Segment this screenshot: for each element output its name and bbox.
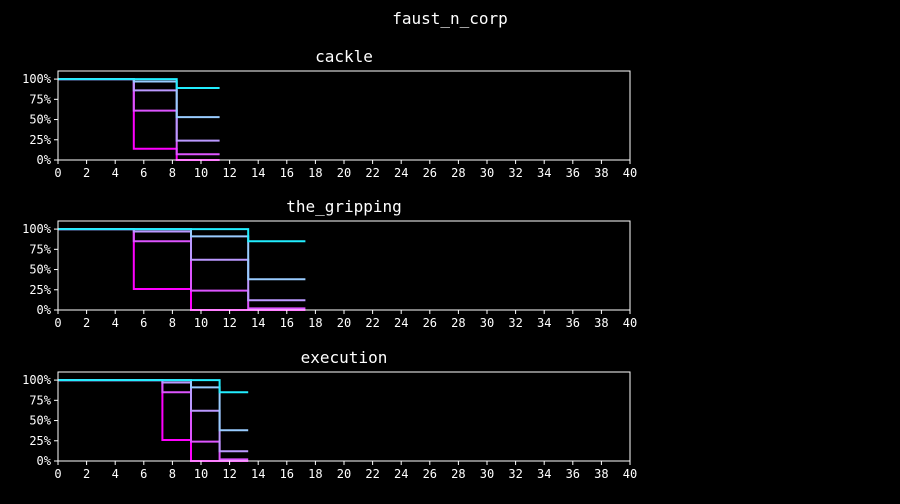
- y-tick-label: 25%: [29, 283, 51, 297]
- x-tick-label: 18: [308, 166, 322, 180]
- x-tick-label: 30: [480, 166, 494, 180]
- x-tick-label: 32: [508, 316, 522, 330]
- x-tick-label: 14: [251, 316, 265, 330]
- x-tick-label: 14: [251, 467, 265, 481]
- x-tick-label: 30: [480, 467, 494, 481]
- x-tick-label: 34: [537, 166, 551, 180]
- series-line-4: [58, 78, 220, 89]
- y-tick-label: 50%: [29, 113, 51, 127]
- x-tick-label: 36: [566, 467, 580, 481]
- plot-frame: [57, 70, 631, 161]
- y-tick-label: 75%: [29, 92, 51, 106]
- x-tick-label: 0: [54, 316, 61, 330]
- x-tick-label: 12: [222, 467, 236, 481]
- x-tick-label: 2: [83, 166, 90, 180]
- x-tick-label: 36: [566, 166, 580, 180]
- x-tick-label: 8: [169, 467, 176, 481]
- x-tick-label: 10: [194, 166, 208, 180]
- x-tick-label: 6: [140, 316, 147, 330]
- plot-frame: [57, 220, 631, 311]
- x-tick-label: 22: [365, 166, 379, 180]
- x-tick-label: 24: [394, 467, 408, 481]
- series-line-4: [58, 379, 249, 394]
- x-tick-label: 26: [423, 467, 437, 481]
- x-tick-label: 4: [112, 316, 119, 330]
- y-tick-label: 0%: [37, 454, 52, 468]
- x-tick-label: 6: [140, 467, 147, 481]
- figure-title: faust_n_corp: [392, 9, 508, 28]
- x-tick-label: 38: [594, 316, 608, 330]
- x-tick-label: 4: [112, 467, 119, 481]
- x-tick-label: 20: [337, 166, 351, 180]
- x-tick-label: 16: [280, 166, 294, 180]
- x-tick-label: 28: [451, 166, 465, 180]
- x-tick-label: 8: [169, 166, 176, 180]
- x-tick-label: 24: [394, 166, 408, 180]
- x-tick-label: 20: [337, 467, 351, 481]
- x-tick-label: 22: [365, 316, 379, 330]
- x-tick-label: 0: [54, 166, 61, 180]
- x-tick-label: 10: [194, 467, 208, 481]
- x-tick-label: 16: [280, 316, 294, 330]
- x-tick-label: 18: [308, 316, 322, 330]
- x-tick-label: 28: [451, 467, 465, 481]
- x-tick-label: 24: [394, 316, 408, 330]
- y-tick-label: 50%: [29, 263, 51, 277]
- x-tick-label: 12: [222, 316, 236, 330]
- chart-title: cackle: [315, 47, 373, 66]
- x-tick-label: 38: [594, 166, 608, 180]
- x-tick-label: 34: [537, 467, 551, 481]
- x-tick-label: 6: [140, 166, 147, 180]
- x-tick-label: 32: [508, 467, 522, 481]
- y-tick-label: 100%: [22, 72, 52, 86]
- series-line-3: [58, 228, 306, 281]
- x-tick-label: 36: [566, 316, 580, 330]
- x-tick-label: 10: [194, 316, 208, 330]
- y-tick-label: 0%: [37, 153, 52, 167]
- x-tick-label: 32: [508, 166, 522, 180]
- y-tick-label: 75%: [29, 242, 51, 256]
- x-tick-label: 14: [251, 166, 265, 180]
- y-tick-label: 100%: [22, 222, 52, 236]
- x-tick-label: 26: [423, 316, 437, 330]
- y-tick-label: 25%: [29, 434, 51, 448]
- x-tick-label: 2: [83, 467, 90, 481]
- x-tick-label: 40: [623, 316, 637, 330]
- y-tick-label: 75%: [29, 393, 51, 407]
- series-line-4: [58, 228, 306, 243]
- x-tick-label: 0: [54, 467, 61, 481]
- x-tick-label: 40: [623, 166, 637, 180]
- x-tick-label: 20: [337, 316, 351, 330]
- x-tick-label: 22: [365, 467, 379, 481]
- x-tick-label: 2: [83, 316, 90, 330]
- chart-title: the_gripping: [286, 197, 402, 216]
- x-tick-label: 34: [537, 316, 551, 330]
- y-tick-label: 50%: [29, 414, 51, 428]
- x-tick-label: 12: [222, 166, 236, 180]
- x-tick-label: 38: [594, 467, 608, 481]
- x-tick-label: 28: [451, 316, 465, 330]
- x-tick-label: 16: [280, 467, 294, 481]
- x-tick-label: 26: [423, 166, 437, 180]
- plot-frame: [57, 371, 631, 462]
- x-tick-label: 18: [308, 467, 322, 481]
- y-tick-label: 25%: [29, 133, 51, 147]
- x-tick-label: 4: [112, 166, 119, 180]
- x-tick-label: 30: [480, 316, 494, 330]
- x-tick-label: 40: [623, 467, 637, 481]
- y-tick-label: 0%: [37, 303, 52, 317]
- chart-title: execution: [301, 348, 388, 367]
- y-tick-label: 100%: [22, 373, 52, 387]
- x-tick-label: 8: [169, 316, 176, 330]
